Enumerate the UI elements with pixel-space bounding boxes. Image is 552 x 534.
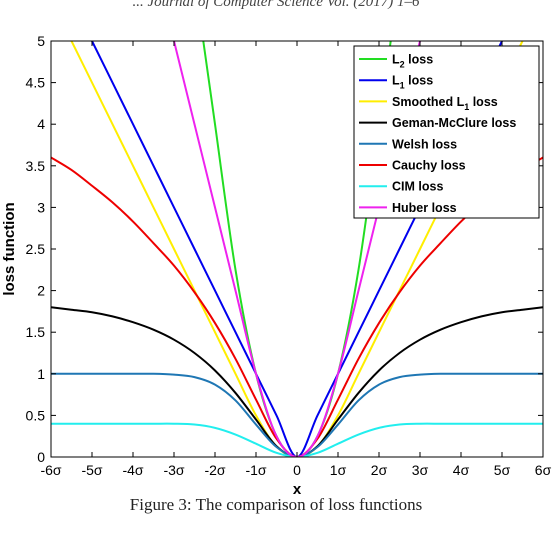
x-tick-label: 3σ [412,462,429,478]
y-tick-label: 5 [37,33,45,49]
y-tick-label: 4.5 [26,75,46,91]
x-tick-label: -4σ [122,462,143,478]
legend-label: Geman-McClure loss [392,116,516,130]
ticks-layer: -6σ -5σ -4σ -3σ -2σ -1σ 0 1σ 2σ 3σ 4σ 5σ 6σ 0 0.5 1 1.5 2… [26,33,552,478]
x-tick-label: -1σ [245,462,266,478]
legend-label: L1 loss [392,74,433,91]
y-tick-label: 2 [37,283,45,299]
x-tick-label: 6σ [535,462,552,478]
series-line-geman-mcclure-loss [51,306,543,457]
y-tick-label: 2.5 [26,241,46,257]
loss-function-chart: -6σ -5σ -4σ -3σ -2σ -1σ 0 1σ 2σ 3σ 4σ 5σ 6σ 0 0.5 1 1.5 2… [1,33,552,498]
legend-label: Welsh loss [392,137,457,151]
legend-label: CIM loss [392,180,443,194]
y-tick-label: 1.5 [26,324,46,340]
series-line-welsh-loss [51,372,543,457]
y-tick-label: 0 [37,449,45,465]
legend: L2 loss L1 loss Smoothed L1 loss Geman-McCl… [353,45,540,219]
x-tick-label: -3σ [163,462,184,478]
y-tick-label: 1 [37,366,45,382]
x-tick-label: 4σ [453,462,470,478]
x-axis-title: x [293,481,302,498]
legend-box [353,45,540,219]
x-tick-label: -6σ [40,462,61,478]
y-tick-label: 3.5 [26,158,46,174]
x-tick-label: -5σ [81,462,102,478]
x-tick-label: 0 [293,462,301,478]
y-tick-label: 0.5 [26,407,46,423]
series-line-cim-loss [51,422,543,457]
legend-label: Huber loss [392,201,457,215]
x-tick-label: 5σ [494,462,511,478]
x-tick-label: -2σ [204,462,225,478]
legend-label: Cauchy loss [392,159,466,173]
page-header-fragment: ... Journal of Computer Science Vol. (20… [132,0,420,10]
y-axis-title: loss function [1,202,18,295]
figure-caption: Figure 3: The comparison of loss functio… [129,495,423,514]
y-tick-label: 3 [37,199,45,215]
legend-label: Smoothed L1 loss [392,95,498,112]
legend-label: L2 loss [392,53,433,70]
x-tick-label: 1σ [330,462,347,478]
x-tick-label: 2σ [371,462,388,478]
y-tick-label: 4 [37,116,45,132]
